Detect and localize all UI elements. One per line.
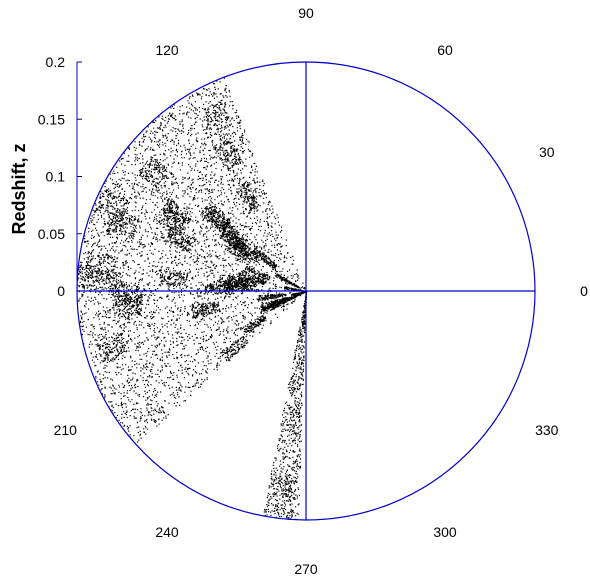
angle-label-210: 210	[54, 422, 78, 438]
redshift-tick-label: 0.15	[38, 111, 65, 127]
redshift-tick-label: 0.2	[46, 54, 66, 70]
angle-labels: 0 30 60 90 120 210 240 270 300 330	[54, 5, 589, 577]
galaxy-points	[77, 77, 308, 521]
angle-label-90: 90	[298, 5, 314, 21]
angle-label-240: 240	[155, 524, 179, 540]
polar-axes	[76, 61, 536, 521]
angle-label-0: 0	[580, 283, 588, 299]
angle-label-60: 60	[437, 42, 453, 58]
redshift-tick-label: 0.1	[46, 169, 66, 185]
angle-label-30: 30	[539, 144, 555, 160]
angle-label-270: 270	[294, 561, 318, 577]
galaxy-point-cloud	[77, 77, 308, 521]
y-axis-title: Redshift, z	[9, 143, 29, 234]
angle-label-120: 120	[155, 42, 179, 58]
redshift-tick-label: 0.05	[38, 226, 65, 242]
angle-label-300: 300	[433, 524, 457, 540]
redshift-tick-label: 0	[57, 283, 65, 299]
angle-label-330: 330	[535, 422, 559, 438]
redshift-ticks: 0 0.05 0.1 0.15 0.2	[38, 54, 82, 299]
